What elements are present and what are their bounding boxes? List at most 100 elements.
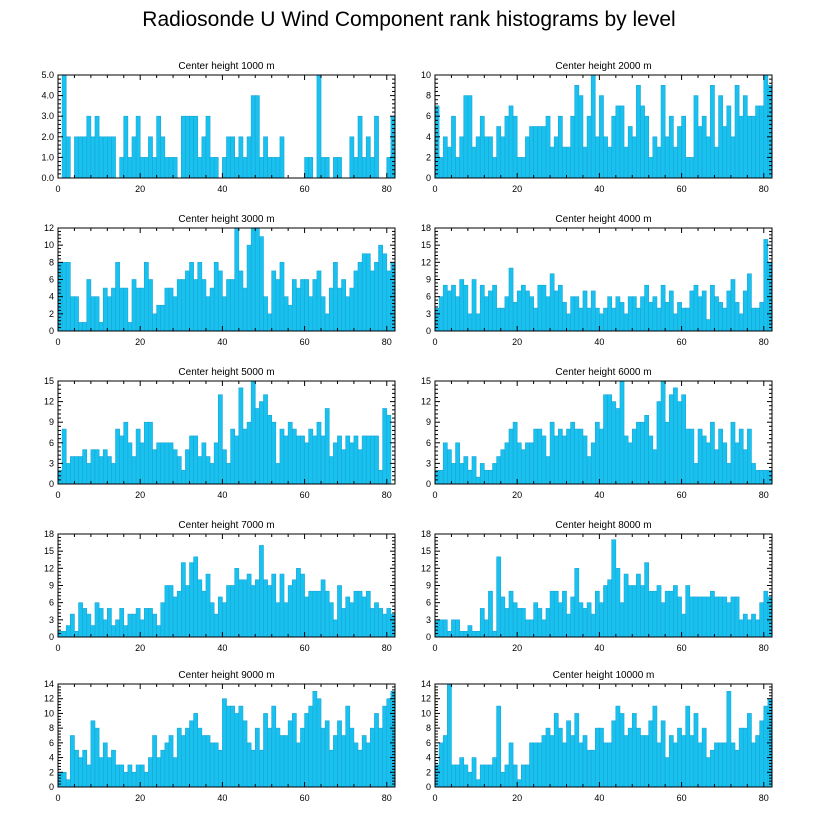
histogram-bar bbox=[479, 463, 485, 485]
histogram-bar bbox=[86, 463, 92, 485]
histogram-bar bbox=[144, 262, 149, 332]
histogram-bar bbox=[603, 307, 608, 332]
x-tick-label: 20 bbox=[135, 793, 145, 803]
histogram-bar bbox=[562, 146, 567, 179]
histogram-bar bbox=[599, 95, 604, 179]
panel-title: Center height 5000 m bbox=[178, 367, 274, 378]
histogram-bar bbox=[710, 421, 715, 485]
histogram-bar bbox=[222, 602, 227, 638]
histogram-bar bbox=[660, 720, 666, 788]
histogram-bar bbox=[438, 469, 444, 485]
histogram-bar bbox=[230, 279, 236, 332]
histogram-bar bbox=[533, 126, 539, 179]
histogram-bar bbox=[619, 302, 625, 332]
histogram-bar bbox=[378, 727, 383, 788]
histogram-bar bbox=[738, 619, 744, 638]
histogram-bar bbox=[710, 749, 715, 788]
histogram-bar bbox=[664, 136, 670, 179]
histogram-bar bbox=[681, 613, 686, 638]
histogram-bar bbox=[230, 428, 236, 485]
histogram-bar bbox=[751, 742, 756, 788]
y-tick-label: 4 bbox=[49, 292, 54, 302]
histogram-bar bbox=[386, 415, 392, 485]
histogram-bar bbox=[492, 463, 497, 485]
histogram-bar bbox=[94, 449, 100, 485]
histogram-bar bbox=[131, 279, 137, 332]
panel-title: Center height 2000 m bbox=[555, 61, 651, 72]
histogram-bar bbox=[144, 771, 149, 788]
histogram-bar bbox=[185, 449, 190, 485]
histogram-bar bbox=[78, 757, 83, 788]
histogram-bar bbox=[217, 394, 223, 485]
histogram-bar bbox=[492, 757, 497, 788]
histogram-bar bbox=[259, 545, 264, 638]
histogram-bar bbox=[652, 296, 658, 332]
histogram-bar bbox=[434, 469, 440, 485]
histogram-bar bbox=[504, 296, 510, 332]
histogram-bar bbox=[349, 727, 355, 788]
histogram-bar bbox=[74, 630, 79, 638]
x-tick-label: 40 bbox=[594, 337, 604, 347]
histogram-bar bbox=[504, 764, 510, 788]
histogram-bar bbox=[353, 270, 359, 332]
histogram-bar bbox=[238, 387, 244, 485]
histogram-bar bbox=[627, 296, 633, 332]
histogram-bar bbox=[374, 713, 379, 788]
y-tick-label: 6 bbox=[426, 738, 431, 748]
histogram-bar bbox=[139, 287, 145, 332]
histogram-bar bbox=[590, 749, 596, 788]
y-tick-label: 0.0 bbox=[41, 173, 54, 183]
histogram-bar bbox=[648, 720, 654, 788]
histogram-bar bbox=[467, 469, 473, 485]
histogram-bar bbox=[668, 735, 674, 788]
histogram-bar bbox=[296, 742, 301, 788]
histogram-bar bbox=[86, 115, 92, 179]
histogram-bar bbox=[234, 157, 240, 179]
histogram-bar bbox=[308, 296, 314, 332]
y-tick-label: 3 bbox=[426, 458, 431, 468]
histogram-bar bbox=[582, 435, 588, 485]
histogram-bar bbox=[516, 442, 522, 485]
histogram-bar bbox=[127, 322, 133, 332]
histogram-bar bbox=[172, 157, 178, 179]
histogram-bar bbox=[337, 720, 342, 788]
histogram-bar bbox=[615, 296, 621, 332]
panel-6: Center height 6000 m 0 20 40 60 80 0 3 6 9 12 15 bbox=[421, 367, 773, 500]
histogram-bar bbox=[718, 95, 723, 179]
histogram-bar bbox=[271, 421, 277, 485]
histogram-bar bbox=[61, 771, 67, 788]
histogram-bar bbox=[615, 408, 621, 485]
histogram-bar bbox=[320, 727, 326, 788]
histogram-bar bbox=[492, 284, 497, 332]
histogram-bar bbox=[636, 85, 641, 179]
histogram-bar bbox=[164, 585, 170, 638]
histogram-bar bbox=[467, 771, 473, 788]
histogram-bar bbox=[263, 579, 268, 638]
histogram-bar bbox=[250, 95, 256, 179]
histogram-bar bbox=[710, 590, 715, 638]
histogram-bar bbox=[205, 115, 211, 179]
histogram-bar bbox=[107, 456, 112, 485]
histogram-bar bbox=[516, 157, 522, 179]
histogram-bar bbox=[156, 304, 162, 332]
histogram-bar bbox=[197, 157, 203, 179]
histogram-bar bbox=[337, 287, 342, 332]
histogram-bar bbox=[529, 619, 534, 638]
histogram-bar bbox=[442, 136, 448, 179]
histogram-bar bbox=[119, 157, 125, 179]
histogram-bar bbox=[242, 579, 248, 638]
histogram-bar bbox=[714, 296, 719, 332]
histogram-bar bbox=[529, 442, 534, 485]
histogram-bar bbox=[590, 74, 596, 179]
histogram-bar bbox=[512, 302, 518, 332]
histogram-bar bbox=[615, 705, 621, 788]
histogram-bar bbox=[238, 579, 244, 638]
histogram-bar bbox=[496, 307, 502, 332]
x-tick-label: 40 bbox=[217, 643, 227, 653]
histogram-bar bbox=[222, 698, 227, 788]
histogram-bar bbox=[254, 727, 260, 788]
histogram-bar bbox=[291, 428, 297, 485]
histogram-bar bbox=[275, 279, 281, 332]
histogram-bar bbox=[557, 115, 563, 179]
histogram-bar bbox=[442, 619, 448, 638]
